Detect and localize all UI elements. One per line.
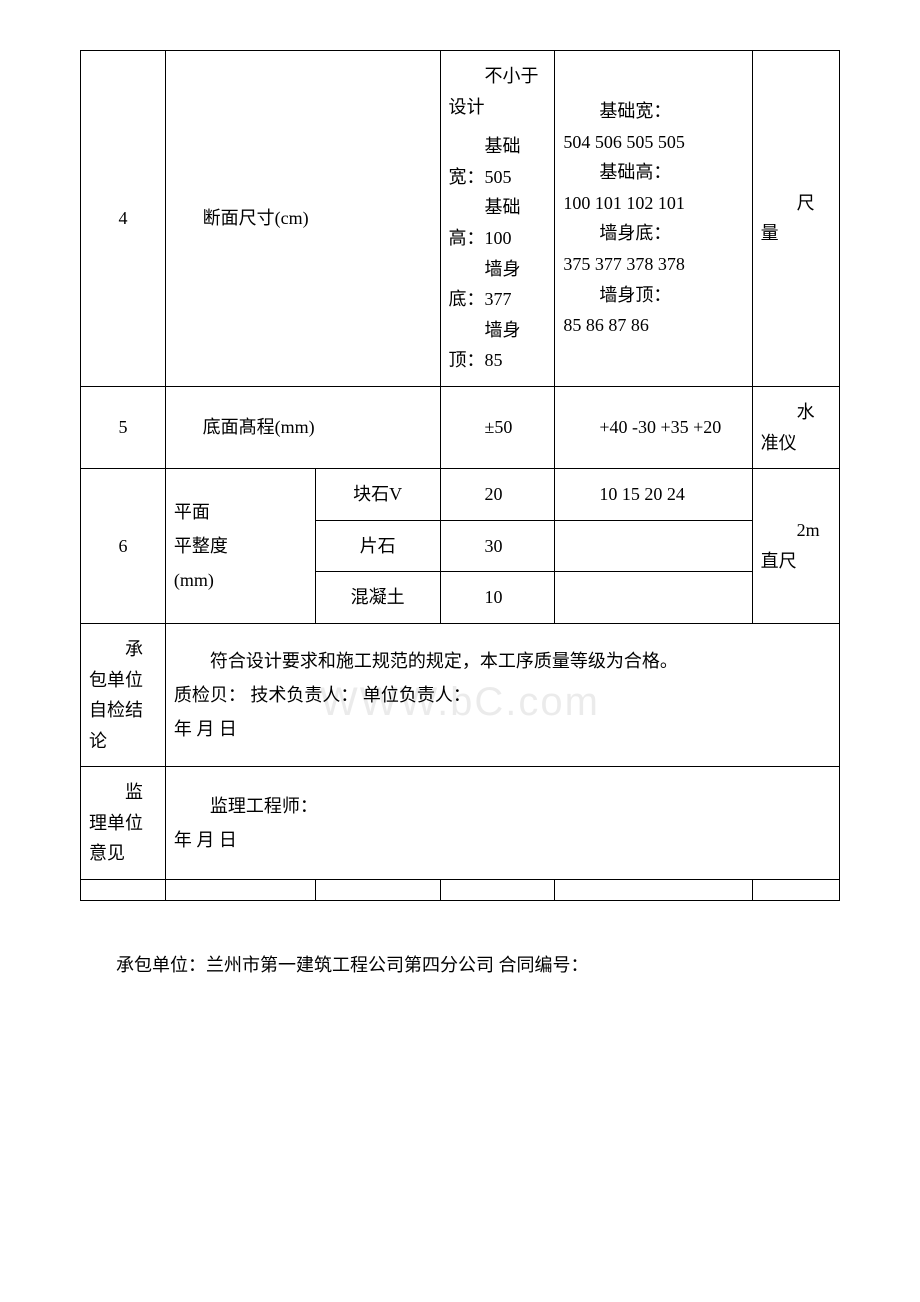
self-check-content: 符合设计要求和施工规范的规定，本工序质量等级为合格。 质检贝： 技术负责人： 单… — [165, 623, 839, 766]
row-method: 水准仪 — [752, 386, 839, 468]
empty-cell — [440, 880, 555, 901]
row-item: 断面尺寸(cm) — [165, 51, 440, 387]
row-standard: 20 — [440, 469, 555, 521]
row-item: 底面髙程(mm) — [165, 386, 440, 468]
row-subitem: 片石 — [315, 520, 440, 572]
row-standard: 30 — [440, 520, 555, 572]
row-number: 6 — [81, 469, 166, 624]
empty-row — [81, 880, 840, 901]
row-item: 平面 平整度 (mm) — [165, 469, 315, 624]
table-row: 6 平面 平整度 (mm) 块石V 20 10 15 20 24 2m直尺 — [81, 469, 840, 521]
row-number: 5 — [81, 386, 166, 468]
row-subitem: 块石V — [315, 469, 440, 521]
empty-cell — [81, 880, 166, 901]
row-values — [555, 520, 752, 572]
row-standard: 不小于设计 基础宽：505 基础高：100 墙身底：377 墙身顶：85 — [440, 51, 555, 387]
empty-cell — [315, 880, 440, 901]
inspection-table: 4 断面尺寸(cm) 不小于设计 基础宽：505 基础高：100 墙身底：377… — [80, 50, 840, 901]
supervisor-row: 监理单位意见 监理工程师： 年 月 日 — [81, 767, 840, 880]
row-standard: 10 — [440, 572, 555, 624]
empty-cell — [555, 880, 752, 901]
row-values — [555, 572, 752, 624]
footer-contractor: 承包单位：兰州市第一建筑工程公司第四分公司 合同编号： — [80, 951, 840, 977]
table-row: 5 底面髙程(mm) ±50 +40 -30 +35 +20 水准仪 — [81, 386, 840, 468]
empty-cell — [165, 880, 315, 901]
row-method: 2m直尺 — [752, 469, 839, 624]
row-values: 10 15 20 24 — [555, 469, 752, 521]
row-values: 基础宽： 504 506 505 505 基础高： 100 101 102 10… — [555, 51, 752, 387]
row-method: 尺量 — [752, 51, 839, 387]
supervisor-content: 监理工程师： 年 月 日 — [165, 767, 839, 880]
row-subitem: 混凝土 — [315, 572, 440, 624]
empty-cell — [752, 880, 839, 901]
row-standard: ±50 — [440, 386, 555, 468]
self-check-label: 承包单位自检结论 — [81, 623, 166, 766]
table-row: 4 断面尺寸(cm) 不小于设计 基础宽：505 基础高：100 墙身底：377… — [81, 51, 840, 387]
row-number: 4 — [81, 51, 166, 387]
self-check-row: 承包单位自检结论 符合设计要求和施工规范的规定，本工序质量等级为合格。 质检贝：… — [81, 623, 840, 766]
row-values: +40 -30 +35 +20 — [555, 386, 752, 468]
supervisor-label: 监理单位意见 — [81, 767, 166, 880]
